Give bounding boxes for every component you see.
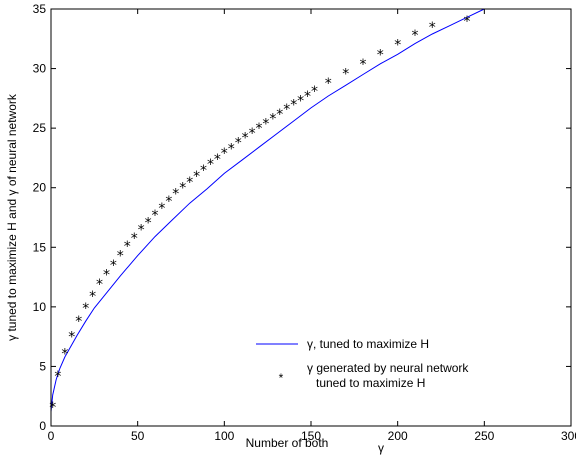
x-tick-label: 300 <box>561 429 576 443</box>
scatter-point: * <box>214 152 221 168</box>
x-tick-label: 250 <box>474 429 494 443</box>
y-tick-label: 25 <box>33 121 47 135</box>
scatter-point: * <box>256 121 263 137</box>
scatter-point: * <box>110 258 117 274</box>
scatter-point: * <box>89 289 96 305</box>
scatter-point: * <box>262 116 269 132</box>
scatter-point: * <box>235 135 242 151</box>
scatter-point: * <box>172 187 179 203</box>
scatter-point: * <box>429 20 436 36</box>
scatter-point: * <box>249 126 256 142</box>
scatter-point: * <box>394 38 401 54</box>
scatter-point: * <box>228 141 235 157</box>
scatter-point: * <box>82 301 89 317</box>
scatter-point: * <box>311 84 318 100</box>
plot-frame <box>50 8 572 427</box>
scatter-point: * <box>342 66 349 82</box>
scatter-point: * <box>290 97 297 113</box>
scatter-point: * <box>412 28 419 44</box>
x-tick-label: 150 <box>301 429 321 443</box>
scatter-point: * <box>165 194 172 210</box>
scatter-point: * <box>186 175 193 191</box>
scatter-point: * <box>49 400 56 416</box>
scatter-point: * <box>325 76 332 92</box>
scatter-point: * <box>131 231 138 247</box>
y-tick-label: 20 <box>33 181 47 195</box>
x-axis-label-symbol: γ <box>378 441 384 455</box>
legend: γ, tuned to maximize H * γ generated by … <box>256 337 469 390</box>
scatter-point: * <box>61 346 68 362</box>
y-axis-label: γ tuned to maximize H and γ of neural ne… <box>5 93 19 341</box>
scatter-point: * <box>117 249 124 265</box>
tick-marks: 0 50 100 150 200 250 300 0 5 10 15 20 25 30 35 <box>33 2 576 443</box>
y-tick-label: 30 <box>33 62 47 76</box>
scatter-point: * <box>221 146 228 162</box>
x-tick-label: 50 <box>131 429 145 443</box>
legend-entry-neural-network-line1: γ generated by neural network <box>307 361 469 375</box>
scatter-point: * <box>207 157 214 173</box>
x-tick-label: 200 <box>388 429 408 443</box>
y-tick-label: 15 <box>33 240 47 254</box>
scatter-point: * <box>283 102 290 118</box>
scatter-point: * <box>200 163 207 179</box>
scatter-point: * <box>377 47 384 63</box>
scatter-point: * <box>152 208 159 224</box>
scatter-point: * <box>124 239 131 255</box>
series-line-tuned <box>50 8 485 412</box>
y-tick-label: 35 <box>33 2 47 16</box>
scatter-point: * <box>158 201 165 217</box>
scatter-point: * <box>276 107 283 123</box>
scatter-point: * <box>360 57 367 73</box>
y-tick-label: 0 <box>39 419 46 433</box>
scatter-point: * <box>464 14 471 30</box>
y-tick-label: 5 <box>39 359 46 373</box>
x-axis-label: Number of both <box>246 436 329 450</box>
x-tick-label: 0 <box>48 429 55 443</box>
scatter-point: * <box>96 277 103 293</box>
scatter-point: * <box>68 330 75 346</box>
scatter-point: * <box>145 215 152 231</box>
scatter-point: * <box>242 131 249 147</box>
scatter-point: * <box>54 369 61 385</box>
scatter-point: * <box>75 314 82 330</box>
x-tick-label: 100 <box>214 429 234 443</box>
scatter-point: * <box>297 94 304 110</box>
scatter-point: * <box>304 89 311 105</box>
legend-entry-tuned: γ, tuned to maximize H <box>307 337 429 351</box>
scatter-point: * <box>103 268 110 284</box>
series-layer: ************** * * * * * * * * * * * * * * * * * * * * * * * * **… <box>49 8 485 416</box>
scatter-point: * <box>179 181 186 197</box>
scatter-point: * <box>138 222 145 238</box>
scatter-point: * <box>269 112 276 128</box>
legend-entry-neural-network-line2: tuned to maximize H <box>316 376 425 390</box>
scatter-point: * <box>193 169 200 185</box>
legend-marker-swatch: * <box>279 371 284 385</box>
y-tick-label: 10 <box>33 300 47 314</box>
